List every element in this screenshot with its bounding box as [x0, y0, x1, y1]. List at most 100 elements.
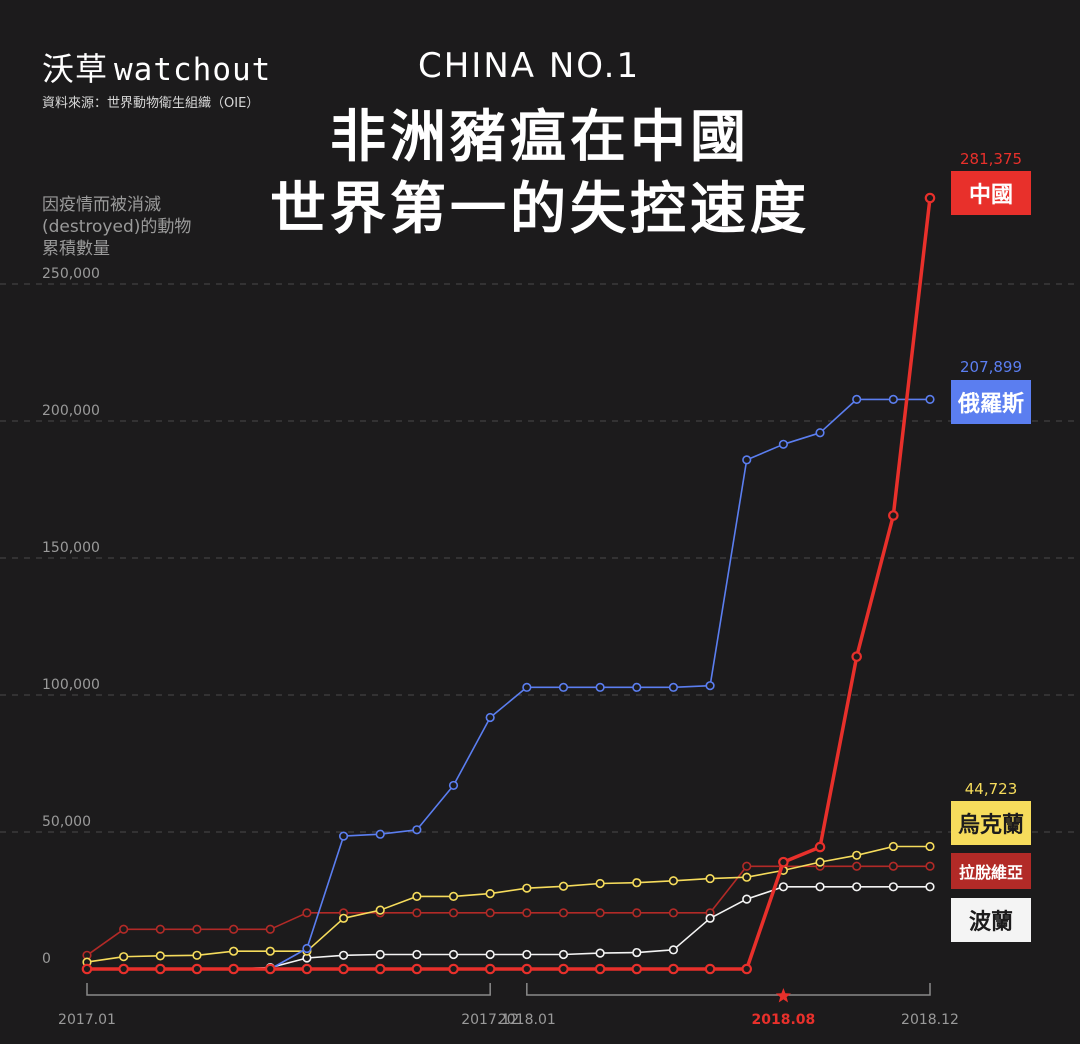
logo-cn: 沃草 — [42, 50, 109, 88]
data-point — [632, 682, 642, 692]
series-latvia — [82, 861, 935, 960]
data-point — [925, 841, 935, 852]
end-value-russia: 207,899 — [959, 358, 1023, 376]
y-tick-label: 250,000 — [42, 266, 100, 282]
data-point — [485, 908, 495, 918]
data-point — [412, 908, 422, 918]
y-tick-label: 100,000 — [42, 677, 100, 693]
data-point — [888, 510, 899, 521]
data-point — [632, 878, 642, 888]
data-point — [778, 439, 788, 449]
data-point — [742, 861, 752, 871]
data-point — [852, 394, 862, 404]
x-tick-label: 2017.12 — [461, 1012, 519, 1028]
star-icon — [775, 988, 791, 1003]
data-point — [229, 924, 239, 934]
data-point — [448, 891, 459, 901]
series-tag-ukraine: 烏克蘭 — [951, 801, 1031, 845]
data-point — [668, 963, 679, 975]
data-point — [338, 963, 349, 975]
series-ukraine — [82, 841, 935, 967]
series-line — [86, 865, 930, 956]
data-point — [741, 963, 753, 975]
data-point — [888, 394, 898, 404]
data-point — [485, 889, 495, 899]
data-point — [375, 829, 385, 839]
data-point — [924, 192, 936, 204]
series-line — [87, 886, 930, 970]
data-point — [595, 878, 605, 889]
data-point — [632, 947, 642, 958]
series-china — [81, 192, 936, 975]
data-point — [742, 872, 752, 882]
data-point — [742, 455, 752, 465]
series-line — [87, 398, 930, 970]
data-point — [411, 963, 423, 975]
series-line — [86, 845, 930, 963]
data-point — [375, 905, 385, 915]
data-point — [851, 651, 862, 662]
x-tick-label: 2018.08 — [752, 1012, 816, 1028]
data-point — [925, 394, 935, 404]
y-tick-label: 0 — [42, 951, 51, 967]
data-point — [888, 861, 898, 871]
data-point — [814, 841, 826, 853]
data-point — [448, 780, 459, 791]
data-point — [558, 881, 569, 891]
series-line — [87, 197, 932, 971]
series-russia — [82, 394, 935, 974]
data-point — [594, 963, 606, 975]
y-tick-label: 150,000 — [42, 540, 100, 556]
chart-title-line2: 世界第一的失控速度 — [270, 177, 810, 242]
data-point — [485, 712, 495, 723]
data-point — [852, 861, 862, 871]
data-point — [815, 857, 825, 867]
data-point — [155, 951, 165, 961]
data-point — [119, 924, 129, 934]
data-point — [925, 882, 935, 892]
data-point — [558, 949, 569, 960]
series-tag-latvia: 拉脫維亞 — [951, 853, 1031, 889]
data-point — [338, 950, 349, 960]
y-tick-label: 50,000 — [42, 814, 91, 830]
data-point — [815, 428, 825, 438]
data-point — [558, 908, 569, 918]
data-point — [742, 894, 752, 904]
data-point — [119, 952, 129, 962]
series-tag-china: 中國 — [951, 171, 1031, 215]
data-point — [558, 682, 569, 692]
data-point — [631, 963, 643, 975]
data-point — [888, 882, 898, 892]
data-point — [705, 873, 715, 884]
logo-en: watchout — [114, 52, 272, 88]
data-point — [522, 883, 532, 893]
series-tag-russia: 俄羅斯 — [951, 380, 1031, 424]
chart-title-line1: 非洲豬瘟在中國 — [330, 105, 750, 170]
data-point — [778, 882, 788, 892]
data-point — [705, 681, 715, 691]
y-tick-label: 200,000 — [42, 403, 100, 419]
data-point — [192, 924, 202, 934]
data-point — [522, 908, 532, 918]
series-poland — [82, 882, 935, 974]
data-point — [338, 831, 349, 841]
x-tick-label: 2017.01 — [58, 1012, 116, 1028]
data-point — [412, 825, 422, 835]
y-axis-label: 因疫情而被消滅(destroyed)的動物累積數量 — [42, 195, 192, 259]
data-point — [302, 908, 312, 918]
data-point — [265, 924, 275, 934]
data-point — [815, 882, 825, 892]
data-point — [668, 908, 679, 918]
data-point — [595, 948, 605, 958]
data-point — [595, 682, 605, 692]
data-point — [412, 949, 422, 960]
data-point — [484, 963, 496, 975]
data-point — [448, 963, 459, 975]
series-tag-poland: 波蘭 — [951, 898, 1031, 942]
data-point — [558, 963, 569, 975]
data-point — [522, 949, 532, 960]
data-point — [228, 963, 239, 975]
data-source: 資料來源：世界動物衛生組織（OIE） — [42, 96, 260, 111]
data-point — [229, 946, 239, 956]
data-point — [374, 963, 386, 975]
